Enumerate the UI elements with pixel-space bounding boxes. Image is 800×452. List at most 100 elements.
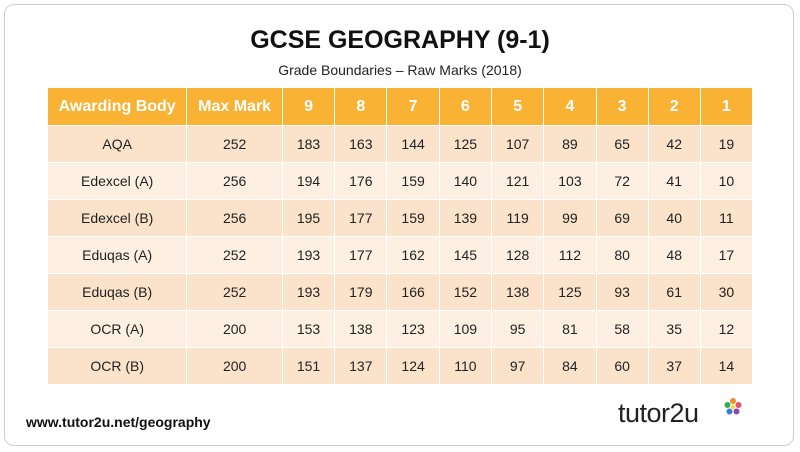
cell-grade-3: 80 xyxy=(596,236,649,273)
header-grade-9: 9 xyxy=(282,88,336,125)
cell-grade-7: 144 xyxy=(387,125,440,162)
cell-grade-5: 119 xyxy=(492,199,545,236)
cell-max-mark: 252 xyxy=(187,273,283,310)
tutor2u-logo: tutor2u xyxy=(618,396,778,436)
cell-max-mark: 256 xyxy=(187,199,283,236)
cell-grade-4: 112 xyxy=(544,236,597,273)
cell-grade-9: 151 xyxy=(282,347,336,384)
cell-grade-5: 95 xyxy=(492,310,545,347)
cell-grade-4: 103 xyxy=(544,162,597,199)
cell-grade-1: 12 xyxy=(700,310,752,347)
cell-grade-7: 123 xyxy=(387,310,440,347)
cell-grade-2: 37 xyxy=(648,347,701,384)
header-grade-3: 3 xyxy=(596,88,649,125)
table-row: OCR (A) 200 153 138 123 109 95 81 58 35 12 xyxy=(48,310,752,347)
cell-awarding-body: OCR (A) xyxy=(48,310,188,347)
flower-icon xyxy=(724,398,742,415)
cell-grade-9: 195 xyxy=(282,199,336,236)
table-row: Eduqas (B) 252 193 179 166 152 138 125 93 61 30 xyxy=(48,273,752,310)
table-header-row: Awarding Body Max Mark 9 8 7 6 5 4 3 2 1 xyxy=(48,88,752,125)
header-max-mark: Max Mark xyxy=(187,88,283,125)
header-grade-7: 7 xyxy=(387,88,440,125)
cell-grade-7: 159 xyxy=(387,199,440,236)
cell-grade-2: 61 xyxy=(648,273,701,310)
cell-awarding-body: Eduqas (A) xyxy=(48,236,188,273)
cell-grade-3: 65 xyxy=(596,125,649,162)
cell-max-mark: 200 xyxy=(187,347,283,384)
table-row: Edexcel (B) 256 195 177 159 139 119 99 69 40 11 xyxy=(48,199,752,236)
header-grade-6: 6 xyxy=(439,88,493,125)
footer-url: www.tutor2u.net/geography xyxy=(26,414,211,430)
table-row: Edexcel (A) 256 194 176 159 140 121 103 72 41 10 xyxy=(48,162,752,199)
cell-awarding-body: Eduqas (B) xyxy=(48,273,188,310)
cell-grade-7: 166 xyxy=(387,273,440,310)
cell-awarding-body: Edexcel (A) xyxy=(48,162,188,199)
cell-max-mark: 252 xyxy=(187,125,283,162)
cell-grade-3: 93 xyxy=(596,273,649,310)
cell-grade-5: 121 xyxy=(492,162,545,199)
table-row: Eduqas (A) 252 193 177 162 145 128 112 80 48 17 xyxy=(48,236,752,273)
cell-grade-8: 138 xyxy=(335,310,388,347)
cell-grade-9: 183 xyxy=(282,125,336,162)
table-row: AQA 252 183 163 144 125 107 89 65 42 19 xyxy=(48,125,752,162)
cell-grade-6: 145 xyxy=(439,236,493,273)
cell-awarding-body: AQA xyxy=(48,125,188,162)
cell-grade-8: 137 xyxy=(335,347,388,384)
page-subtitle: Grade Boundaries – Raw Marks (2018) xyxy=(278,62,522,78)
cell-grade-5: 97 xyxy=(492,347,545,384)
cell-awarding-body: OCR (B) xyxy=(48,347,188,384)
cell-grade-1: 17 xyxy=(700,236,752,273)
cell-grade-4: 89 xyxy=(544,125,597,162)
cell-grade-8: 177 xyxy=(335,236,388,273)
cell-grade-5: 138 xyxy=(492,273,545,310)
cell-awarding-body: Edexcel (B) xyxy=(48,199,188,236)
cell-grade-7: 159 xyxy=(387,162,440,199)
cell-grade-3: 58 xyxy=(596,310,649,347)
cell-grade-8: 177 xyxy=(335,199,388,236)
cell-grade-2: 42 xyxy=(648,125,701,162)
cell-grade-4: 84 xyxy=(544,347,597,384)
page-title: GCSE GEOGRAPHY (9-1) xyxy=(250,26,550,54)
cell-grade-3: 72 xyxy=(596,162,649,199)
cell-grade-7: 162 xyxy=(387,236,440,273)
header-grade-2: 2 xyxy=(648,88,701,125)
grade-boundaries-table: Awarding Body Max Mark 9 8 7 6 5 4 3 2 1… xyxy=(48,88,752,384)
cell-grade-7: 124 xyxy=(387,347,440,384)
cell-grade-4: 99 xyxy=(544,199,597,236)
header-grade-8: 8 xyxy=(335,88,388,125)
cell-grade-2: 40 xyxy=(648,199,701,236)
table-body: AQA 252 183 163 144 125 107 89 65 42 19 Edexcel (A)… xyxy=(48,125,752,384)
cell-grade-9: 153 xyxy=(282,310,336,347)
cell-grade-9: 193 xyxy=(282,236,336,273)
cell-grade-3: 60 xyxy=(596,347,649,384)
cell-grade-8: 176 xyxy=(335,162,388,199)
cell-grade-4: 125 xyxy=(544,273,597,310)
cell-grade-2: 35 xyxy=(648,310,701,347)
cell-max-mark: 256 xyxy=(187,162,283,199)
cell-grade-2: 48 xyxy=(648,236,701,273)
header-grade-1: 1 xyxy=(700,88,752,125)
cell-grade-6: 140 xyxy=(439,162,493,199)
logo-text: tutor2u xyxy=(618,398,699,428)
cell-grade-6: 139 xyxy=(439,199,493,236)
cell-grade-1: 30 xyxy=(700,273,752,310)
cell-grade-9: 194 xyxy=(282,162,336,199)
cell-grade-6: 125 xyxy=(439,125,493,162)
cell-grade-1: 11 xyxy=(700,199,752,236)
cell-max-mark: 252 xyxy=(187,236,283,273)
header-grade-5: 5 xyxy=(492,88,545,125)
cell-grade-6: 152 xyxy=(439,273,493,310)
cell-max-mark: 200 xyxy=(187,310,283,347)
cell-grade-1: 10 xyxy=(700,162,752,199)
cell-grade-6: 109 xyxy=(439,310,493,347)
cell-grade-4: 81 xyxy=(544,310,597,347)
table-row: OCR (B) 200 151 137 124 110 97 84 60 37 14 xyxy=(48,347,752,384)
cell-grade-8: 179 xyxy=(335,273,388,310)
cell-grade-6: 110 xyxy=(439,347,493,384)
cell-grade-5: 128 xyxy=(492,236,545,273)
header-awarding-body: Awarding Body xyxy=(48,88,188,125)
cell-grade-5: 107 xyxy=(492,125,545,162)
cell-grade-1: 14 xyxy=(700,347,752,384)
header-grade-4: 4 xyxy=(544,88,597,125)
cell-grade-1: 19 xyxy=(700,125,752,162)
